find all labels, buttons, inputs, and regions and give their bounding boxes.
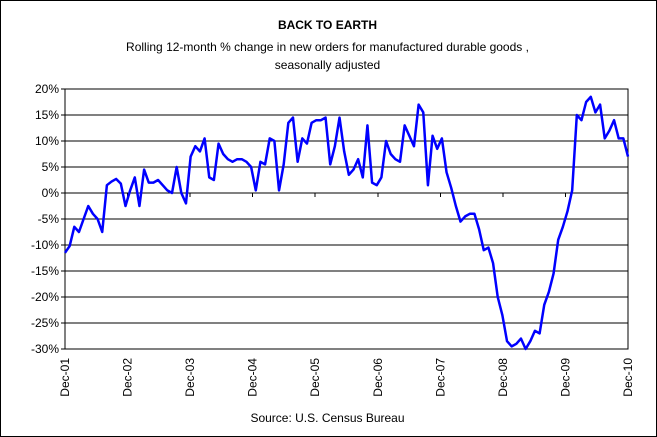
x-tick-label: Dec-08: [496, 358, 510, 397]
y-tick-label: -30%: [31, 342, 59, 356]
x-tick-label: Dec-10: [621, 358, 635, 397]
plot-border: [64, 88, 629, 350]
chart-subtitle: Rolling 12-month % change in new orders …: [0, 38, 655, 74]
y-tick-label: -25%: [31, 316, 59, 330]
y-tick-label: 5%: [42, 160, 60, 174]
y-tick-label: 0%: [42, 186, 60, 200]
chart-subtitle-line-2: seasonally adjusted: [274, 58, 381, 72]
y-tick-label: 10%: [35, 134, 59, 148]
x-tick-label: Dec-03: [183, 358, 197, 397]
x-tick-label: Dec-07: [433, 358, 447, 397]
y-tick-label: -20%: [31, 290, 59, 304]
x-tick-label: Dec-05: [308, 358, 322, 397]
y-tick-label: -5%: [38, 212, 60, 226]
x-tick-label: Dec-02: [121, 358, 135, 397]
y-tick-label: -10%: [31, 238, 59, 252]
series-line: [63, 95, 630, 351]
chart-source: Source: U.S. Census Bureau: [250, 411, 405, 425]
y-tick-label: 15%: [35, 108, 59, 122]
x-tick-label: Dec-04: [246, 358, 260, 397]
x-tick-label: Dec-01: [58, 358, 72, 397]
x-tick-label: Dec-09: [558, 358, 572, 397]
y-tick-label: -15%: [31, 264, 59, 278]
x-tick-label: Dec-06: [371, 358, 385, 397]
chart-title: BACK TO EARTH: [277, 18, 378, 32]
y-tick-label: 20%: [35, 82, 59, 96]
chart-subtitle-line-1: Rolling 12-month % change in new orders …: [126, 40, 529, 54]
